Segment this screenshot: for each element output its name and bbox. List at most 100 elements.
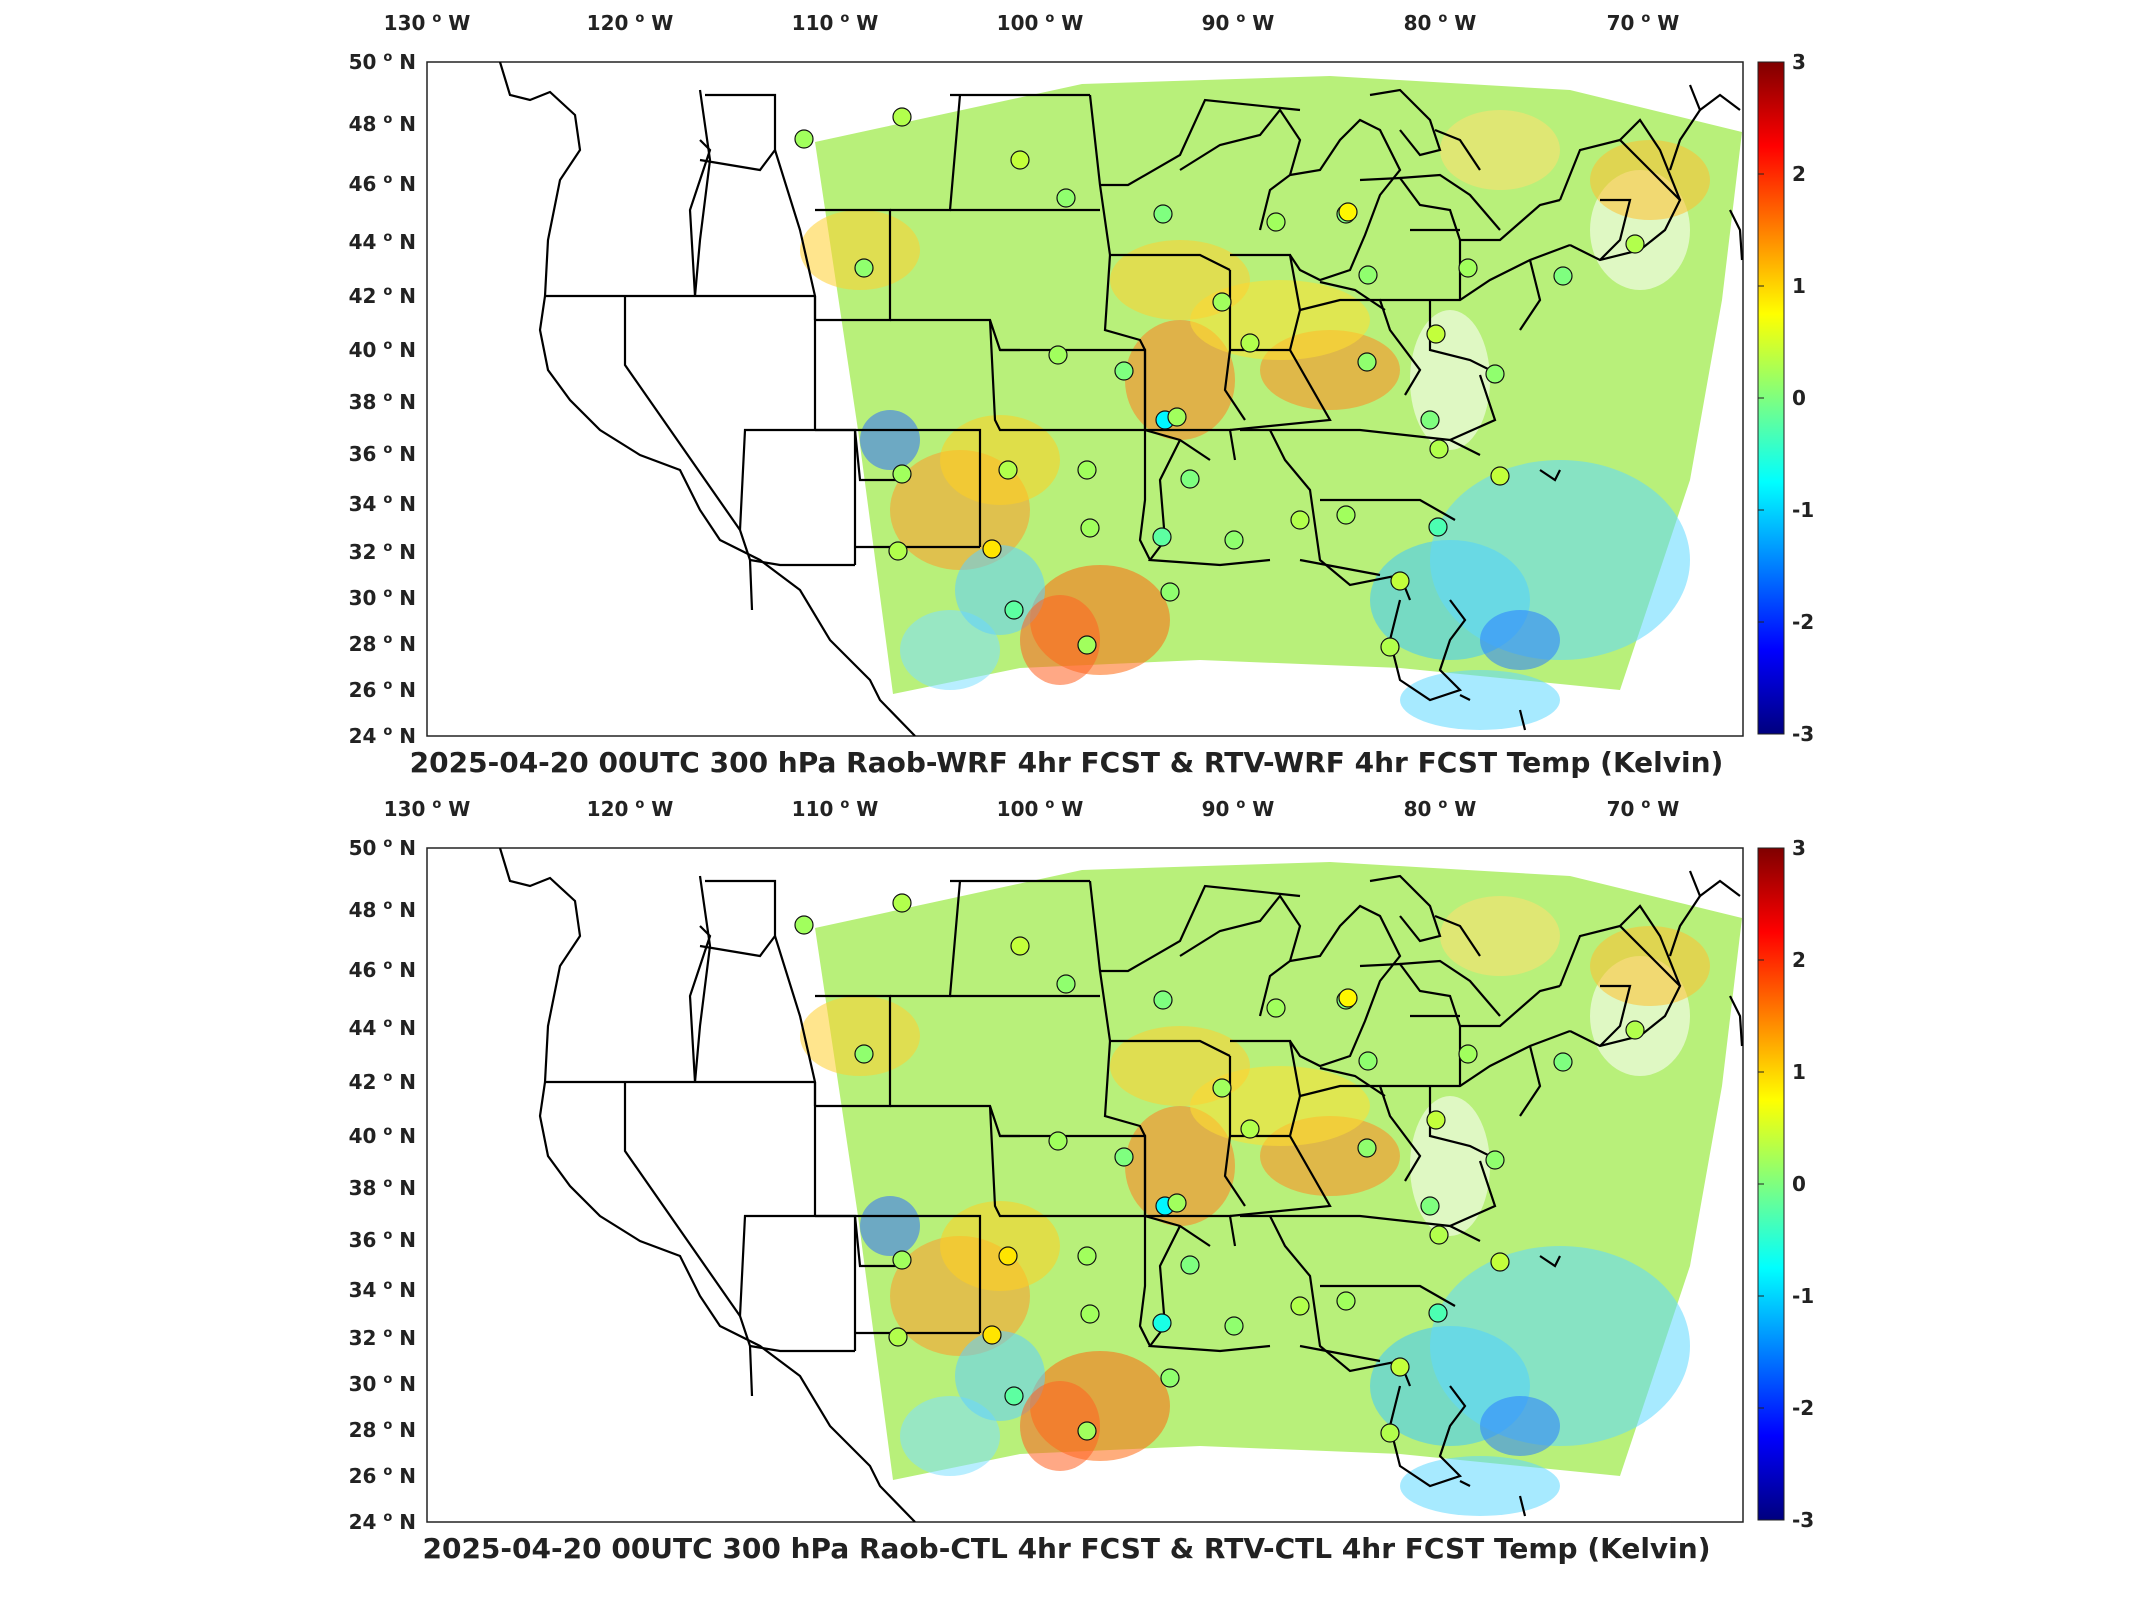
- border-line: [498, 62, 916, 736]
- border-line: [749, 558, 855, 567]
- raob-marker: [888, 541, 908, 561]
- lat-tick-label: 24 o N: [349, 724, 416, 748]
- raob-marker: [982, 539, 1002, 559]
- raob-marker: [1048, 345, 1068, 365]
- border-line: [1599, 198, 1632, 261]
- border-line: [1110, 1039, 1231, 1057]
- colorbar-tick-label: 1: [1792, 274, 1806, 298]
- lat-tick-label: 28 o N: [349, 1418, 416, 1442]
- raob-marker: [1010, 150, 1030, 170]
- border-line: [1458, 198, 1561, 300]
- border-line: [1138, 430, 1151, 561]
- field-patch: [1430, 460, 1690, 660]
- lon-tick-label: 100 o W: [997, 11, 1084, 35]
- lat-tick-label: 50 o N: [349, 836, 416, 860]
- raob-marker: [1077, 460, 1097, 480]
- raob-marker: [1625, 234, 1645, 254]
- border-line: [1240, 428, 1481, 456]
- lat-tick-label: 44 o N: [349, 1016, 416, 1040]
- raob-marker: [892, 1250, 912, 1270]
- border-line: [1459, 694, 1471, 701]
- raob-marker: [1458, 1044, 1478, 1064]
- raob-marker: [1153, 990, 1173, 1010]
- raob-marker: [1336, 1291, 1356, 1311]
- raob-marker: [1485, 1150, 1505, 1170]
- colorbar-tick-label: 2: [1792, 948, 1806, 972]
- border-line: [1428, 1086, 1501, 1162]
- lower-panel: 130 o W 120 o W 110 o W 100 o W 90 o W 80 o W…: [0, 786, 2133, 1586]
- lat-tick-label: 28 o N: [349, 632, 416, 656]
- border-line: [1103, 254, 1146, 351]
- border-line: [1519, 1045, 1542, 1117]
- raob-marker: [1077, 635, 1097, 655]
- lat-tick-label: 30 o N: [349, 1372, 416, 1396]
- raob-marker: [1426, 324, 1446, 344]
- lon-tick-label: 80 o W: [1404, 11, 1477, 35]
- border-line: [1729, 209, 1743, 261]
- border-line: [988, 1105, 1140, 1218]
- border-line: [1518, 1495, 1527, 1517]
- border-line: [1434, 914, 1481, 957]
- raob-markers: [794, 893, 1645, 1443]
- field-patch: [800, 210, 920, 290]
- field-patch: [1440, 110, 1560, 190]
- border-line: [1147, 1225, 1271, 1353]
- raob-marker: [1266, 212, 1286, 232]
- raob-marker: [1338, 202, 1358, 222]
- border-line: [688, 925, 712, 1083]
- border-line: [1449, 1160, 1497, 1228]
- raob-marker: [1114, 1147, 1134, 1167]
- lat-tick-label: 32 o N: [349, 540, 416, 564]
- colorbar-tick-label: -3: [1792, 1508, 1814, 1532]
- raob-marker: [892, 107, 912, 127]
- lat-tick-label: 44 o N: [349, 230, 416, 254]
- raob-marker: [1114, 361, 1134, 381]
- border-line: [1319, 1066, 1386, 1097]
- lat-tick-label: 48 o N: [349, 112, 416, 136]
- raob-marker: [1152, 527, 1172, 547]
- lat-tick-label: 42 o N: [349, 284, 416, 308]
- border-line: [1299, 298, 1422, 396]
- border-line: [1299, 558, 1381, 577]
- state-borders: [498, 848, 1743, 1522]
- raob-marker: [1458, 258, 1478, 278]
- colorbar-tick-label: 0: [1792, 1172, 1806, 1196]
- field-patch: [1410, 310, 1490, 450]
- lon-tick-label: 130 o W: [384, 11, 471, 35]
- border-line: [1729, 995, 1743, 1047]
- raob-marker: [1429, 439, 1449, 459]
- raob-marker: [1428, 1303, 1448, 1323]
- lat-tick-label: 26 o N: [349, 1464, 416, 1488]
- border-line: [1359, 962, 1462, 1027]
- border-line: [1449, 374, 1497, 442]
- colorbar-tick-label: -3: [1792, 722, 1814, 746]
- field-patch: [1440, 896, 1560, 976]
- raob-marker: [1153, 204, 1173, 224]
- lat-tick-label: 38 o N: [349, 390, 416, 414]
- raob-marker: [1390, 571, 1410, 591]
- raob-marker: [1485, 364, 1505, 384]
- field-patch: [860, 410, 920, 470]
- raob-marker: [998, 460, 1018, 480]
- raob-markers: [794, 107, 1645, 657]
- raob-marker: [1490, 1252, 1510, 1272]
- raob-marker: [1077, 1421, 1097, 1441]
- border-line: [988, 319, 1140, 432]
- border-line: [1459, 1480, 1471, 1487]
- lat-tick-label: 36 o N: [349, 1228, 416, 1252]
- border-line: [1299, 1344, 1381, 1363]
- panel-title: 2025-04-20 00UTC 300 hPa Raob-CTL 4hr FC…: [422, 1532, 1711, 1565]
- lat-tick-label: 46 o N: [349, 172, 416, 196]
- border-line: [1369, 874, 1442, 943]
- longitude-ticks: 130 o W 120 o W 110 o W 100 o W 90 o W 80 o W…: [384, 11, 1680, 35]
- border-line: [1320, 1284, 1456, 1307]
- raob-marker: [1428, 517, 1448, 537]
- border-line: [1519, 259, 1542, 331]
- border-line: [1223, 270, 1246, 421]
- border-line: [749, 1344, 855, 1353]
- lat-tick-label: 48 o N: [349, 898, 416, 922]
- colorbar-tick-label: -2: [1792, 610, 1814, 634]
- raob-marker: [892, 893, 912, 913]
- border-line: [815, 994, 892, 1108]
- raob-marker: [1290, 1296, 1310, 1316]
